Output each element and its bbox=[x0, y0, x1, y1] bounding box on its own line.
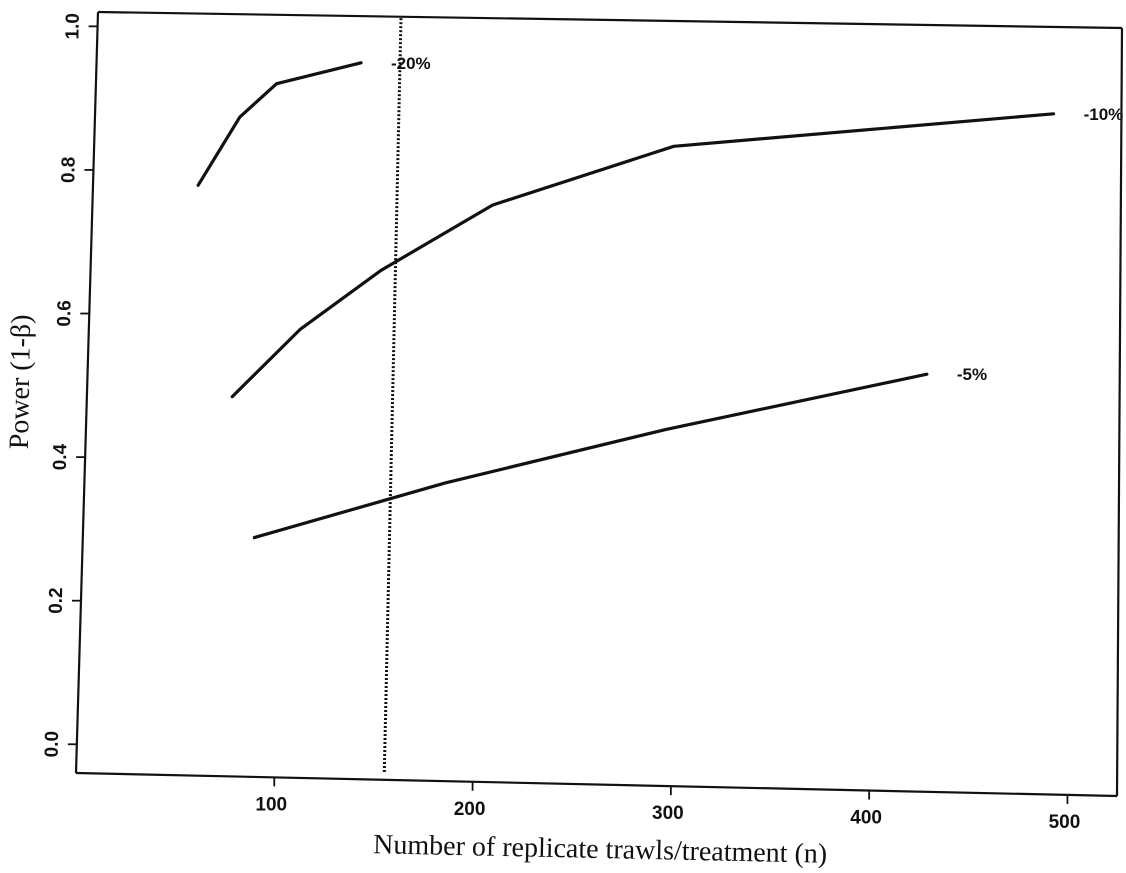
y-tick-label-0.4: 0.4 bbox=[50, 443, 71, 470]
plot-frame-left bbox=[74, 11, 100, 774]
y-tick-label-0.8: 0.8 bbox=[58, 156, 79, 183]
series-line--20% bbox=[196, 61, 363, 187]
series-label--10%: -10% bbox=[1084, 105, 1124, 124]
y-tick-label-0.2: 0.2 bbox=[46, 587, 67, 614]
y-tick-label-0.6: 0.6 bbox=[54, 300, 75, 327]
chart-marks: 100 200 300 400 500 0.0 0.2 0.4 0.6 0.8 1.0 -20% -10… bbox=[42, 13, 1124, 833]
y-tick-label-0.0: 0.0 bbox=[42, 731, 63, 758]
x-tick-label-100: 100 bbox=[255, 794, 287, 815]
series-line--10% bbox=[230, 112, 1056, 399]
reference-line-0 bbox=[382, 17, 403, 773]
x-tick-label-200: 200 bbox=[454, 799, 486, 820]
x-tick-label-500: 500 bbox=[1049, 812, 1081, 833]
x-tick-label-300: 300 bbox=[652, 803, 684, 824]
plot-frame-right bbox=[1115, 27, 1124, 797]
x-axis-title: Number of replicate trawls/treatment (n) bbox=[373, 829, 828, 868]
y-axis-title: Power (1-β) bbox=[4, 314, 37, 449]
x-tick-label-400: 400 bbox=[850, 808, 882, 829]
series-line--5% bbox=[252, 372, 929, 540]
plot-frame-top bbox=[97, 10, 1123, 30]
series-label--5%: -5% bbox=[957, 365, 987, 384]
y-tick-label-1.0: 1.0 bbox=[62, 13, 83, 40]
plot-frame-bottom bbox=[75, 771, 1118, 798]
series-label--20%: -20% bbox=[391, 54, 431, 73]
